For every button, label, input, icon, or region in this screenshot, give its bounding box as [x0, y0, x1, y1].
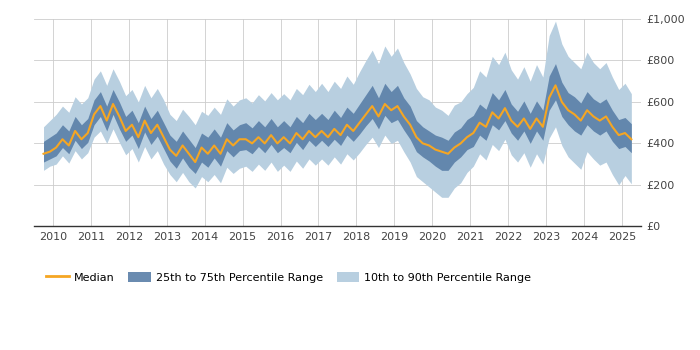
- Legend: Median, 25th to 75th Percentile Range, 10th to 90th Percentile Range: Median, 25th to 75th Percentile Range, 1…: [42, 267, 536, 287]
